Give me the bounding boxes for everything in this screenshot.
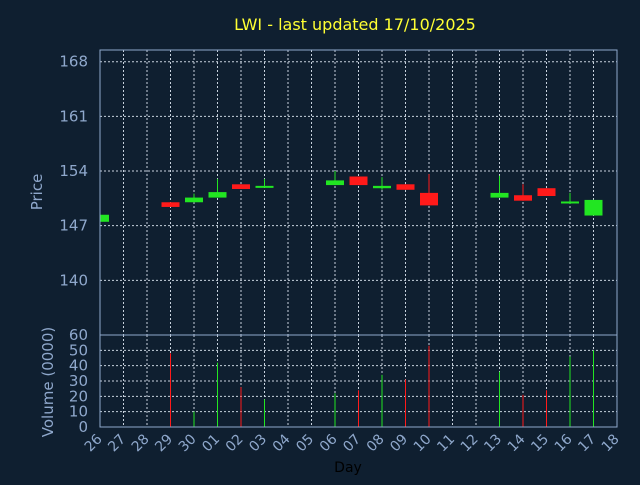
candle-body [185, 197, 203, 203]
candle-body [255, 185, 274, 188]
price-tick-label: 161 [59, 107, 88, 125]
volume-tick-label: 0 [78, 418, 88, 436]
volume-axis-label: Volume (0000) [39, 327, 57, 437]
volume-tick-label: 40 [69, 357, 88, 375]
price-tick-label: 147 [59, 217, 88, 235]
candle-body [373, 185, 391, 189]
volume-tick-label: 10 [69, 403, 88, 421]
x-tick-labels: 26 27 28 29 30 01 02 03 04 05 06 07 08 09 10 11 12 13 14 15… [82, 431, 623, 455]
candle-body [326, 180, 344, 186]
price-tick-labels: 140 147 154 161 168 [59, 53, 88, 290]
candle-body [161, 202, 180, 207]
candle-body [232, 184, 250, 189]
price-tick-label: 168 [59, 53, 88, 71]
candle-body [349, 176, 368, 186]
candle-body [100, 214, 109, 222]
price-tick-label: 140 [59, 271, 88, 289]
candle-body [584, 199, 603, 216]
candle-body [514, 195, 532, 201]
volume-bars [170, 345, 594, 427]
price-tick-label: 154 [59, 162, 88, 180]
candle-body [420, 192, 438, 206]
candle-body [561, 201, 579, 204]
price-axis-label: Price [28, 174, 46, 211]
volume-tick-label: 50 [69, 341, 88, 359]
price-grid [99, 50, 618, 335]
volume-panel-frame [99, 334, 618, 428]
candles [99, 171, 603, 222]
volume-tick-label: 20 [69, 387, 88, 405]
candle-body [537, 188, 556, 197]
volume-tick-label: 60 [69, 326, 88, 344]
candle-body [396, 184, 415, 190]
candle-body [490, 192, 509, 198]
volume-tick-label: 30 [69, 372, 88, 390]
x-axis-label: Day [334, 460, 362, 476]
candle-body [208, 192, 227, 198]
chart-title: LWI - last updated 17/10/2025 [234, 15, 476, 34]
